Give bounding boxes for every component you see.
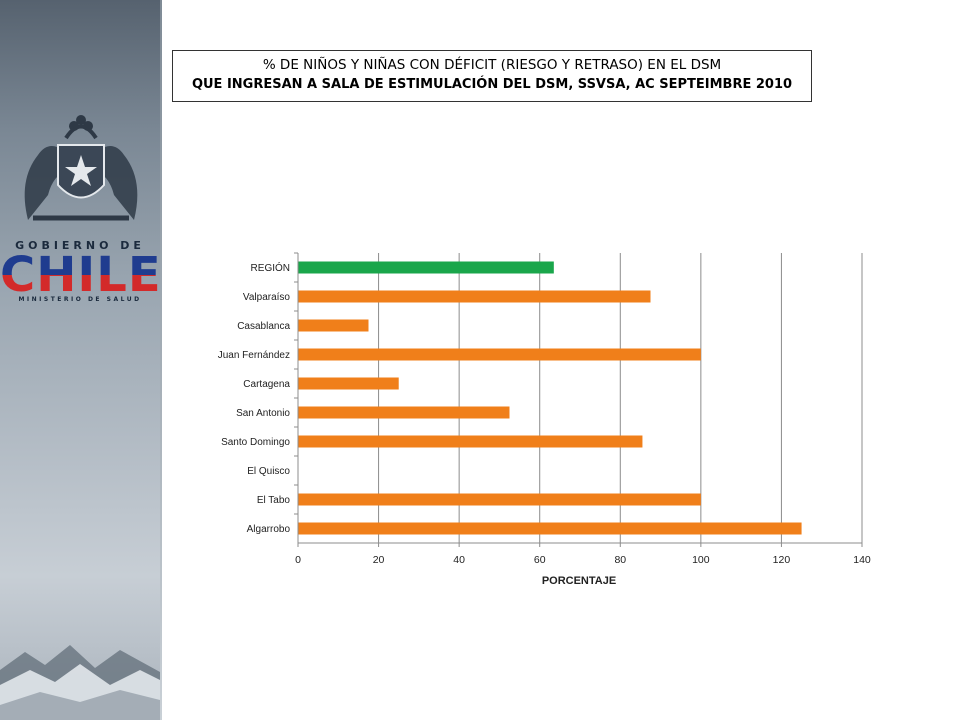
x-tick-label: 120: [773, 554, 791, 566]
coat-of-arms-icon: [24, 115, 138, 221]
chart-title-box: % DE NIÑOS Y NIÑAS CON DÉFICIT (RIESGO Y…: [172, 50, 812, 102]
bar: [298, 522, 802, 535]
y-category-label: El Quisco: [247, 466, 290, 477]
y-category-label: Juan Fernández: [218, 350, 290, 361]
y-category-label: El Tabo: [257, 495, 291, 506]
sidebar-divider: [160, 0, 162, 720]
x-tick-label: 100: [692, 554, 710, 566]
bar: [298, 377, 399, 390]
x-tick-label: 20: [373, 554, 385, 566]
chart-title-line-1: % DE NIÑOS Y NIÑAS CON DÉFICIT (RIESGO Y…: [262, 57, 722, 73]
bars: [298, 261, 802, 535]
sidebar-background: GOBIERNO DE CHILE MINISTERIO DE SALUD: [0, 0, 160, 720]
mountains-illustration: [0, 645, 160, 720]
ministry-label: MINISTERIO DE SALUD: [18, 296, 142, 303]
y-category-label: Casablanca: [237, 321, 290, 332]
bar-chart: 0 20 40 60 80 100 120 140 REGIÓN Valparaíso Casabl…: [218, 252, 871, 587]
bar: [298, 290, 651, 303]
bar: [298, 348, 701, 361]
bar: [298, 406, 510, 419]
chile-logo-text: CHILE: [0, 247, 160, 303]
bar: [298, 493, 701, 506]
x-tick-label: 0: [295, 554, 301, 566]
bar: [298, 261, 554, 274]
x-tick-label: 140: [853, 554, 871, 566]
x-tick-label: 60: [534, 554, 546, 566]
chart-title-line-2: QUE INGRESAN A SALA DE ESTIMULACIÓN DEL …: [191, 77, 793, 92]
y-category-label: REGIÓN: [251, 261, 290, 274]
axes: 0 20 40 60 80 100 120 140 REGIÓN Valparaíso Casabl…: [218, 252, 871, 566]
bar: [298, 435, 643, 448]
y-category-label: Algarrobo: [247, 524, 291, 535]
y-category-label: San Antonio: [236, 408, 290, 419]
y-category-label: Cartagena: [243, 379, 290, 390]
x-axis-title: PORCENTAJE: [542, 575, 616, 587]
x-tick-label: 80: [614, 554, 626, 566]
bar: [298, 319, 369, 332]
y-category-label: Santo Domingo: [221, 437, 290, 448]
y-category-label: Valparaíso: [243, 292, 291, 303]
x-tick-label: 40: [453, 554, 465, 566]
gov-label: GOBIERNO DE: [15, 239, 145, 252]
